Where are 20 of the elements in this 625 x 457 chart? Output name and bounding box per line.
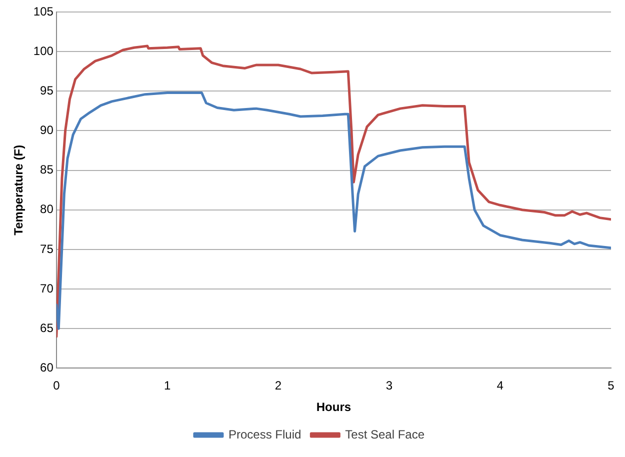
x-tick-label: 0 [53, 378, 60, 393]
y-tick-label: 95 [40, 83, 54, 98]
legend-label: Test Seal Face [345, 427, 425, 442]
x-axis-title: Hours [316, 400, 352, 414]
legend-label: Process Fluid [228, 427, 302, 442]
x-tick-label: 2 [274, 378, 282, 393]
y-tick-label: 80 [40, 202, 54, 216]
y-tick-label: 60 [40, 360, 54, 375]
y-tick-label: 75 [40, 242, 54, 256]
y-tick-label: 105 [33, 4, 54, 18]
x-tick-label: 5 [608, 378, 615, 393]
x-tick-label: 4 [496, 378, 504, 393]
y-tick-label: 70 [40, 281, 54, 296]
y-tick-label: 65 [40, 320, 54, 335]
x-tick-label: 1 [164, 378, 171, 393]
x-tick-label: 3 [386, 378, 393, 393]
y-tick-label: 85 [40, 162, 54, 177]
y-tick-label: 90 [40, 123, 54, 138]
y-axis-title: Temperature (F) [12, 144, 26, 236]
y-tick-label: 100 [33, 44, 54, 58]
